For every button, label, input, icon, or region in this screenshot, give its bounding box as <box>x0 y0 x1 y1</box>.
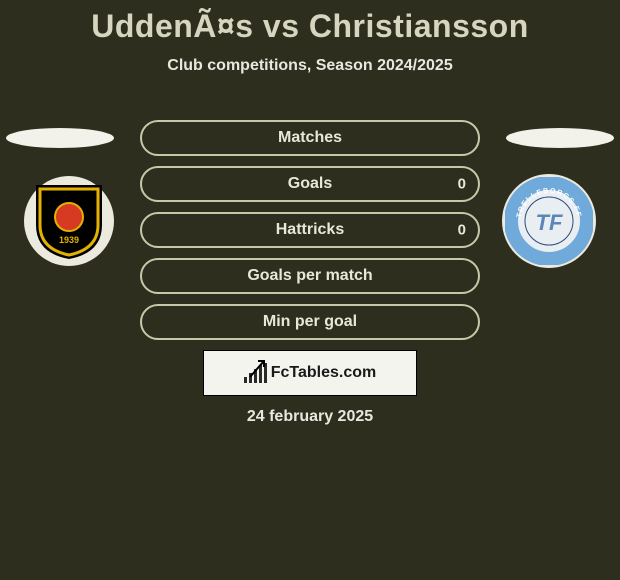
team-right-logo: TRELLEBORGS FF TF <box>502 174 596 268</box>
trelleborgs-crest-icon: TRELLEBORGS FF TF <box>505 177 593 265</box>
left-shadow-ellipse <box>6 128 114 148</box>
stat-label: Goals per match <box>247 267 372 285</box>
svg-text:TF: TF <box>536 210 563 235</box>
stat-label: Min per goal <box>263 313 357 331</box>
stat-right-value: 0 <box>458 222 466 239</box>
fctables-text: FcTables.com <box>271 364 377 382</box>
kalpa-crest-icon: 1939 <box>32 181 106 261</box>
bar-chart-icon <box>244 363 267 383</box>
stat-row-hattricks: Hattricks 0 <box>140 212 480 248</box>
fctables-badge[interactable]: FcTables.com <box>203 350 417 396</box>
stat-row-matches: Matches <box>140 120 480 156</box>
stat-row-min-per-goal: Min per goal <box>140 304 480 340</box>
stat-label: Goals <box>288 175 332 193</box>
page-title: UddenÃ¤s vs Christiansson <box>0 0 620 45</box>
team-left-logo: 1939 <box>24 176 114 266</box>
right-shadow-ellipse <box>506 128 614 148</box>
date-text: 24 february 2025 <box>0 408 620 426</box>
stat-label: Hattricks <box>276 221 344 239</box>
stat-right-value: 0 <box>458 176 466 193</box>
stats-area: Matches Goals 0 Hattricks 0 Goals per ma… <box>140 120 480 350</box>
arrow-icon <box>248 357 268 381</box>
stat-row-goals: Goals 0 <box>140 166 480 202</box>
page-subtitle: Club competitions, Season 2024/2025 <box>0 57 620 75</box>
svg-text:1939: 1939 <box>59 235 79 245</box>
stat-label: Matches <box>278 129 342 147</box>
stat-row-goals-per-match: Goals per match <box>140 258 480 294</box>
